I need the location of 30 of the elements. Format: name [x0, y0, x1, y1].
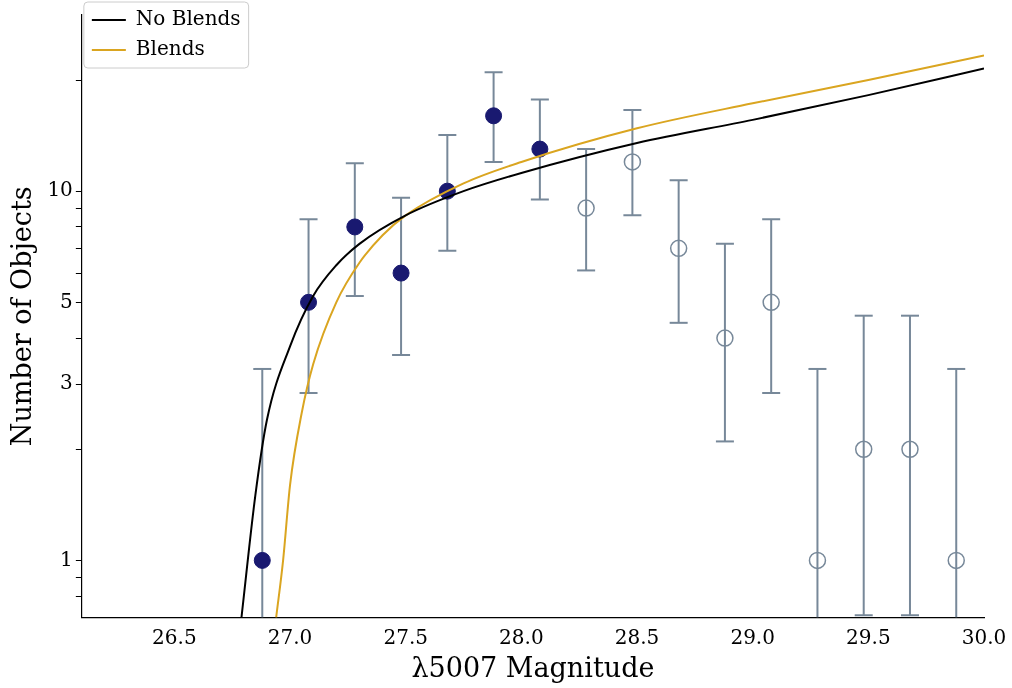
- point: [947, 551, 965, 570]
- point: [253, 551, 271, 569]
- point: [346, 218, 364, 236]
- point: [577, 199, 595, 217]
- y-tick-label: 10: [47, 177, 73, 202]
- x-tick-label: 26.5: [152, 624, 197, 649]
- point: [716, 329, 734, 347]
- point: [623, 153, 642, 171]
- point: [669, 239, 688, 258]
- point: [808, 551, 827, 570]
- point: [854, 440, 873, 458]
- y-tick-label: 3: [60, 370, 73, 395]
- point: [762, 293, 780, 312]
- x-tick-label: 28.0: [499, 624, 544, 649]
- x-tick-label: 30.0: [961, 624, 1007, 649]
- point: [392, 264, 410, 282]
- x-tick-label: 29.0: [730, 624, 775, 649]
- point: [485, 107, 503, 125]
- point: [531, 140, 549, 158]
- x-tick-label: 27.5: [383, 624, 428, 649]
- legend-label: No Blends: [135, 6, 241, 31]
- x-tick-label: 27.0: [267, 624, 313, 649]
- y-axis-title: Number of Objects: [6, 186, 38, 447]
- x-axis-title: λ5007 Magnitude: [411, 651, 655, 683]
- y-tick-label: 1: [60, 546, 73, 571]
- point: [901, 440, 919, 458]
- y-tick-label: 5: [60, 288, 73, 313]
- legend-label: Blends: [135, 36, 205, 61]
- x-tick-label: 28.5: [614, 624, 660, 649]
- x-tick-label: 29.5: [846, 624, 891, 649]
